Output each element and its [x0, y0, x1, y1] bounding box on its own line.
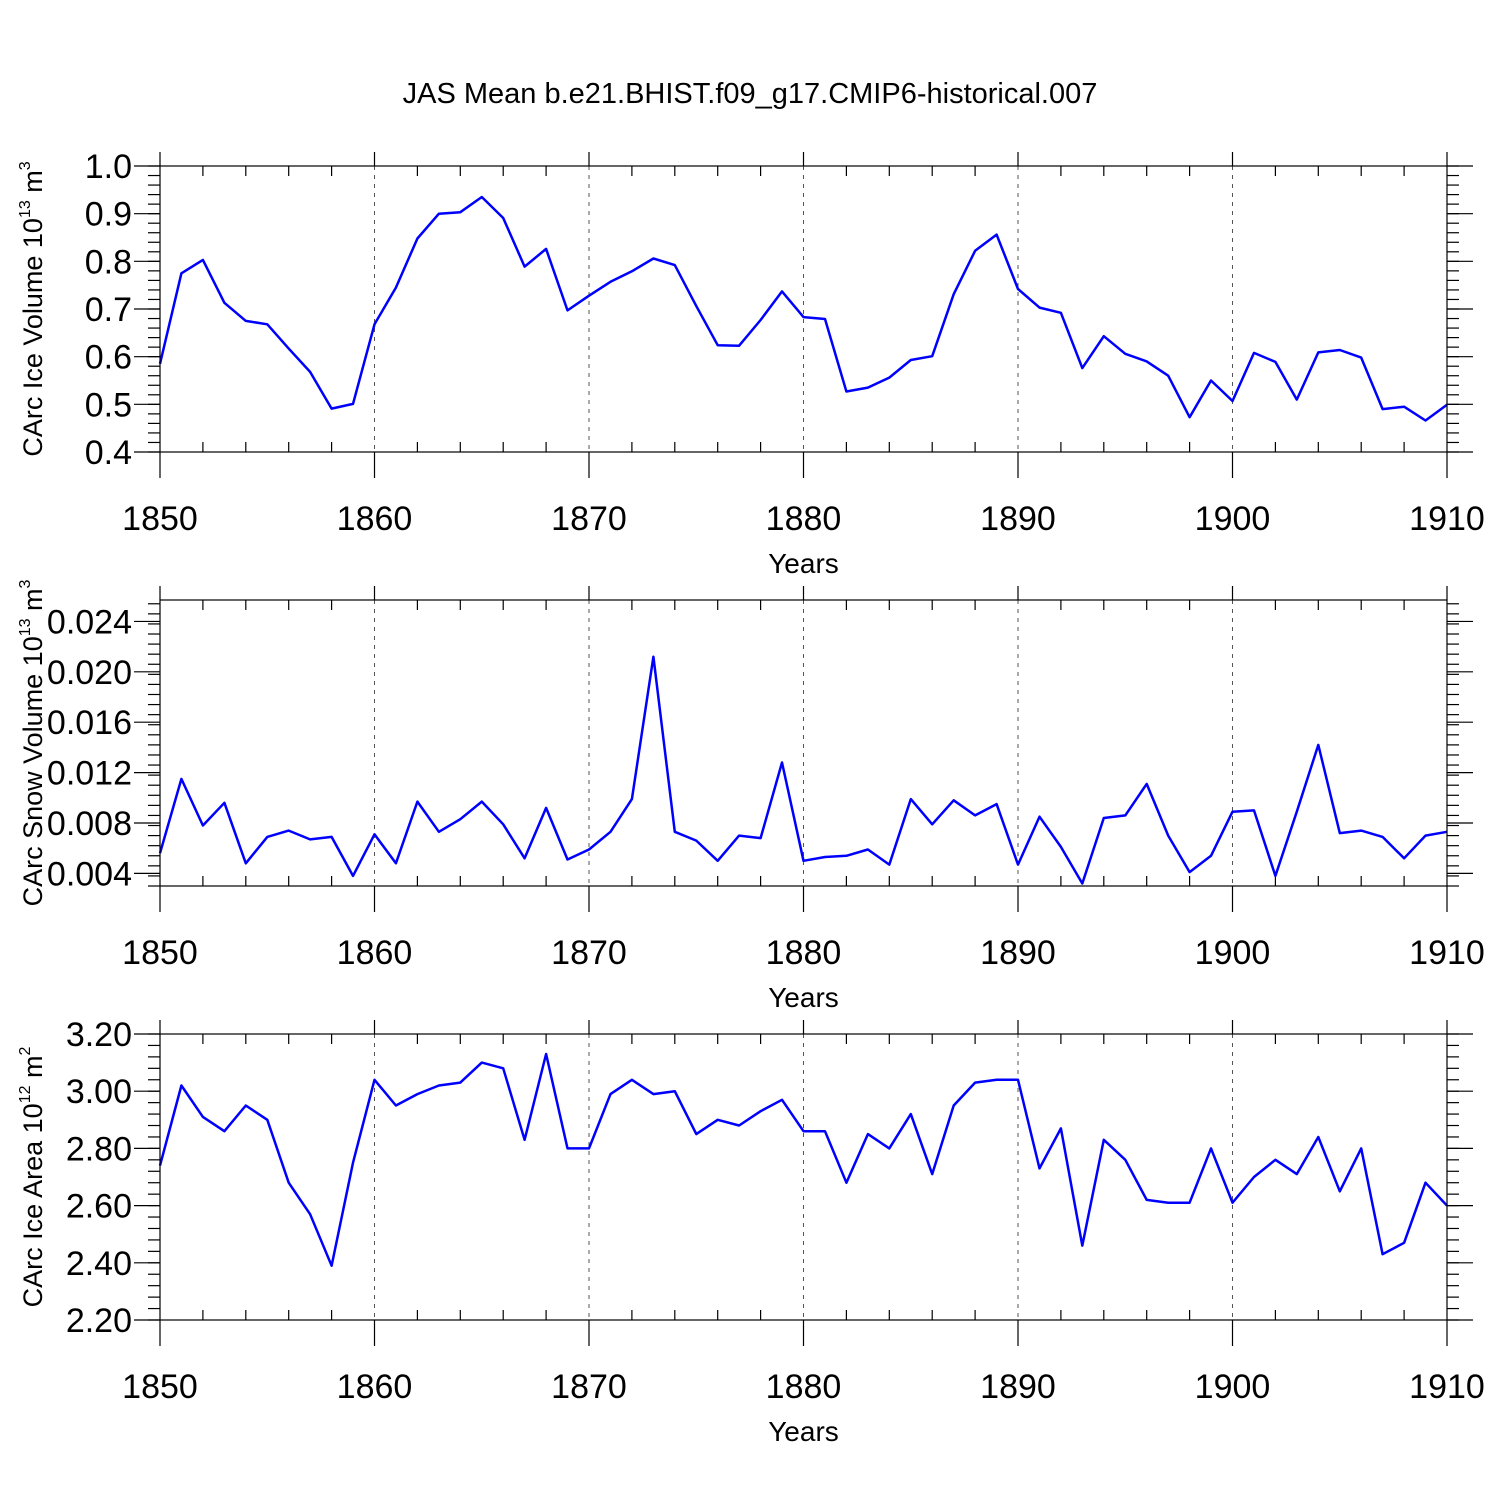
panels: 1850 1860 1870 1880 1890 1900 1910 0.4 0.5 0.6 0.7…	[17, 148, 1485, 1447]
y-axis-label: CArc Ice Area 1012 m2	[17, 1047, 48, 1308]
y-tick-label-0.004: 0.004	[47, 855, 132, 893]
y-tick-label-0.7: 0.7	[85, 291, 132, 329]
y-axis-label-unit-exponent: 3	[17, 161, 34, 170]
x-tick-label-1910: 1910	[1409, 934, 1485, 972]
y-axis-label-exponent: 13	[17, 618, 34, 636]
panel-snow: 1850 1860 1870 1880 1890 1900 1910 0.004 0.008 0.…	[17, 579, 1485, 1013]
plot-frame-volume	[159, 165, 1448, 453]
y-tick-label-0.016: 0.016	[47, 704, 132, 742]
y-tick-label-0.008: 0.008	[47, 805, 132, 843]
plot-frame-area	[159, 1033, 1448, 1321]
y-tick-label-0.6: 0.6	[85, 339, 132, 377]
y-tick-label-1.0: 1.0	[85, 148, 132, 186]
x-axis-label: Years	[768, 548, 839, 579]
x-tick-label-1890: 1890	[980, 1368, 1056, 1406]
y-tick-label-0.5: 0.5	[85, 386, 132, 424]
y-axis-label-text: CArc Snow Volume 10	[18, 636, 48, 906]
x-tick-label-1890: 1890	[980, 934, 1056, 972]
y-tick-label-2.60: 2.60	[66, 1188, 132, 1226]
series-line-area	[158, 1052, 1448, 1267]
y-axis-label: CArc Ice Volume 1013 m3	[17, 161, 48, 456]
x-tick-label-1870: 1870	[551, 1368, 627, 1406]
y-tick-label-0.024: 0.024	[47, 603, 132, 641]
y-tick-label-0.4: 0.4	[85, 434, 132, 472]
y-tick-label-2.40: 2.40	[66, 1245, 132, 1283]
y-axis-label-unit-exponent: 2	[17, 1047, 34, 1056]
x-tick-label-1850: 1850	[122, 500, 198, 538]
y-axis-label-unit: m	[18, 1056, 48, 1086]
y-tick-label-0.8: 0.8	[85, 243, 132, 281]
y-axis-label-unit: m	[18, 588, 48, 618]
y-tick-label-3.20: 3.20	[66, 1016, 132, 1054]
y-tick-label-2.80: 2.80	[66, 1130, 132, 1168]
x-axis-label: Years	[768, 1416, 839, 1447]
x-tick-label-1850: 1850	[122, 934, 198, 972]
x-tick-label-1870: 1870	[551, 934, 627, 972]
plot-frame-snow	[159, 599, 1448, 887]
y-axis-label-unit-exponent: 3	[17, 579, 34, 588]
y-axis-label-text: CArc Ice Volume 10	[18, 218, 48, 457]
x-tick-label-1860: 1860	[337, 934, 413, 972]
x-tick-label-1890: 1890	[980, 500, 1056, 538]
x-tick-label-1900: 1900	[1195, 500, 1271, 538]
series-line-snow	[158, 655, 1448, 885]
y-tick-label-0.9: 0.9	[85, 196, 132, 234]
y-tick-label-0.012: 0.012	[47, 755, 132, 793]
x-tick-label-1880: 1880	[766, 1368, 842, 1406]
y-axis-label: CArc Snow Volume 1013 m3	[17, 579, 48, 906]
x-tick-label-1910: 1910	[1409, 1368, 1485, 1406]
y-axis-label-exponent: 12	[17, 1085, 34, 1103]
x-tick-label-1850: 1850	[122, 1368, 198, 1406]
x-tick-label-1860: 1860	[337, 1368, 413, 1406]
series-line-volume	[158, 195, 1448, 422]
x-tick-label-1870: 1870	[551, 500, 627, 538]
x-tick-label-1910: 1910	[1409, 500, 1485, 538]
y-axis-label-unit: m	[18, 170, 48, 200]
x-tick-label-1900: 1900	[1195, 934, 1271, 972]
y-axis-label-exponent: 13	[17, 200, 34, 218]
x-tick-label-1860: 1860	[337, 500, 413, 538]
panel-volume: 1850 1860 1870 1880 1890 1900 1910 0.4 0.5 0.6 0.7…	[17, 148, 1485, 579]
y-tick-label-3.00: 3.00	[66, 1073, 132, 1111]
figure-title: JAS Mean b.e21.BHIST.f09_g17.CMIP6-histo…	[403, 78, 1098, 110]
panel-area: 1850 1860 1870 1880 1890 1900 1910 2.20 2.40 2.60…	[17, 1016, 1485, 1447]
y-axis-label-text: CArc Ice Area 10	[18, 1103, 48, 1307]
y-tick-label-0.020: 0.020	[47, 654, 132, 692]
y-tick-label-2.20: 2.20	[66, 1302, 132, 1340]
x-tick-label-1880: 1880	[766, 934, 842, 972]
x-tick-label-1880: 1880	[766, 500, 842, 538]
x-axis-label: Years	[768, 982, 839, 1013]
x-tick-label-1900: 1900	[1195, 1368, 1271, 1406]
